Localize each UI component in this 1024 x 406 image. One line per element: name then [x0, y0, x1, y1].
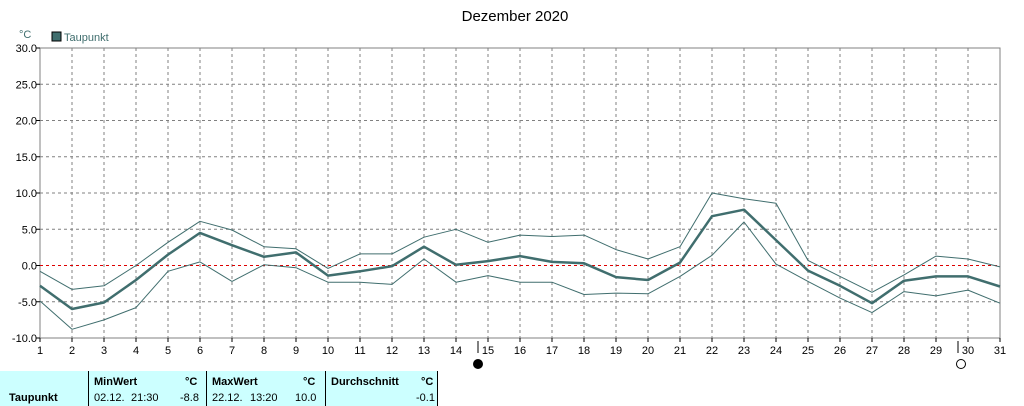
statistics-panel: Taupunkt MinWert °C 02.12. 21:30 -8.8 Ma… [0, 371, 1024, 406]
x-tick-label: 27 [866, 345, 878, 357]
x-tick-label: 9 [293, 345, 299, 357]
x-tick-label: 19 [610, 345, 622, 357]
x-tick-label: 7 [229, 345, 235, 357]
avg-header: Durchschnitt [331, 376, 399, 388]
y-tick-label: 10.0 [16, 188, 37, 200]
x-tick-label: 17 [546, 345, 558, 357]
x-tick-label: 2 [69, 345, 75, 357]
avg-value: -0.1 [416, 392, 435, 404]
x-axis: 1 2 3 4 5 6 7 8 9 10 11 12 13 14 15 16 17 18 19 20 21 22 23 24 2… [37, 338, 1006, 357]
new-moon-icon [473, 359, 483, 369]
x-tick-label: 29 [930, 345, 942, 357]
y-tick-label: 0.0 [22, 261, 37, 273]
series-line-mean [39, 208, 1001, 311]
x-tick-label: 4 [133, 345, 139, 357]
statistics-empty-area [438, 371, 1024, 406]
dewpoint-chart: Dezember 2020 °C Taupunkt 30.025.020.015… [12, 8, 1006, 369]
moon-phase-markers [473, 341, 966, 369]
x-tick-label: 6 [197, 345, 203, 357]
legend: Taupunkt [51, 31, 109, 44]
x-tick-label: 25 [802, 345, 814, 357]
x-tick-label: 15 [482, 345, 494, 357]
avg-unit: °C [421, 376, 434, 388]
x-tick-label: 21 [674, 345, 686, 357]
x-tick-label: 12 [386, 345, 398, 357]
stats-separator [437, 371, 438, 406]
x-tick-label: 22 [706, 345, 718, 357]
y-tick-label: -10.0 [12, 333, 37, 345]
y-tick-label: 30.0 [16, 43, 37, 55]
x-tick-label: 23 [738, 345, 750, 357]
stats-separator [206, 371, 207, 406]
min-time: 21:30 [131, 392, 159, 404]
x-tick-label: 10 [322, 345, 334, 357]
stats-separator [88, 371, 89, 406]
x-tick-label: 11 [354, 345, 365, 357]
y-tick-label: 20.0 [16, 116, 37, 128]
x-tick-label: 30 [962, 345, 974, 357]
x-tick-label: 16 [514, 345, 526, 357]
x-tick-label: 14 [450, 345, 462, 357]
y-tick-label: 15.0 [16, 152, 37, 164]
x-tick-label: 3 [101, 345, 107, 357]
x-tick-label: 24 [770, 345, 782, 357]
min-date: 02.12. [94, 392, 125, 404]
y-tick-label: 25.0 [16, 79, 37, 91]
min-unit: °C [185, 376, 198, 388]
series-line-max [39, 192, 1001, 293]
x-tick-label: 20 [642, 345, 654, 357]
stats-separator [325, 371, 326, 406]
max-time: 13:20 [250, 392, 278, 404]
x-tick-label: 26 [834, 345, 846, 357]
max-unit: °C [303, 376, 316, 388]
x-tick-label: 5 [165, 345, 171, 357]
x-tick-label: 8 [261, 345, 267, 357]
legend-label: Taupunkt [64, 32, 109, 44]
x-tick-label: 31 [994, 345, 1006, 357]
x-tick-label: 13 [418, 345, 430, 357]
y-axis: 30.0 25.0 20.0 15.0 10.0 5.0 0.0 -5.0 -10.0 [12, 43, 40, 345]
max-date: 22.12. [212, 392, 243, 404]
x-tick-label: 28 [898, 345, 910, 357]
min-header: MinWert [94, 376, 138, 388]
stats-row-label: Taupunkt [9, 392, 58, 404]
series-group [39, 192, 1001, 330]
x-tick-label: 1 [37, 345, 43, 357]
y-tick-label: 5.0 [22, 224, 37, 236]
y-axis-unit: °C [19, 29, 31, 41]
min-value: -8.8 [180, 392, 199, 404]
legend-swatch [51, 31, 62, 42]
chart-title: Dezember 2020 [462, 8, 569, 25]
max-header: MaxWert [212, 376, 258, 388]
max-value: 10.0 [295, 392, 317, 404]
full-moon-icon [956, 359, 966, 369]
x-tick-label: 18 [578, 345, 590, 357]
y-tick-label: -5.0 [18, 297, 37, 309]
series-line-min [39, 221, 1001, 330]
